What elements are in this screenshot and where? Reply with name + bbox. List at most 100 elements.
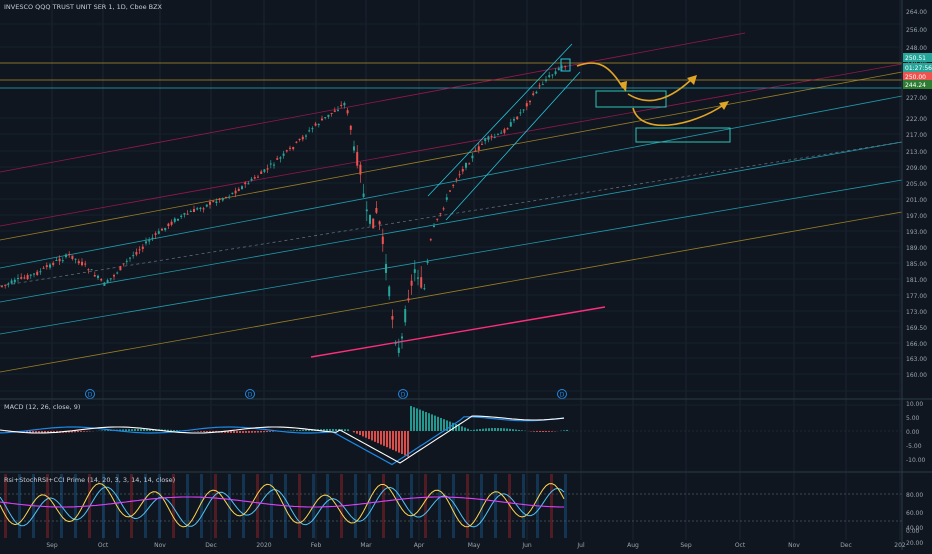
time-tick-label: Nov [788,542,800,549]
candle-body [81,262,83,265]
price-tick-label: 217.00 [906,132,927,139]
candle-body [107,280,109,283]
candle-body [436,219,438,220]
candle-body [478,146,480,150]
macd-histogram-bar [473,430,475,431]
rsi-signal-bar [564,474,567,538]
chart-title: INVESCO QQQ TRUST UNIT SER 1, 1D, Cboe B… [4,3,163,11]
macd-histogram-bar [260,431,262,432]
candle-body [110,278,112,279]
rsi-signal-bar [242,474,245,538]
price-tick-label: 189.00 [906,245,927,252]
macd-histogram-bar [236,431,238,433]
candle-body [97,276,99,278]
candle-body [87,269,89,270]
candle-body [68,254,70,255]
candle-body [199,208,201,209]
candle-body [337,110,339,111]
candle-body [529,101,531,102]
candle-body [484,138,486,141]
candle-body [385,264,387,273]
macd-histogram-bar [482,429,484,431]
macd-histogram-bar [371,431,373,440]
candle-body [62,260,64,261]
macd-histogram-bar [521,430,523,431]
candle-body [148,240,150,241]
macd-histogram-bar [563,430,565,431]
macd-histogram-bar [239,431,241,433]
macd-histogram-bar [329,429,331,431]
event-marker-label: D [248,392,253,399]
macd-histogram-bar [266,431,268,432]
macd-histogram-bar [245,431,247,433]
event-marker-label: D [401,392,406,399]
macd-histogram-bar [395,431,397,451]
macd-histogram-bar [242,431,244,433]
macd-histogram-bar [74,431,76,432]
candle-body [564,66,566,67]
candle-body [273,165,275,166]
macd-histogram-bar [128,429,130,431]
price-tick-label: 248.00 [906,45,927,52]
macd-histogram-bar [197,431,199,432]
candle-body [75,259,77,260]
macd-histogram-bar [365,431,367,438]
candle-body [139,249,141,250]
macd-histogram-bar [443,419,445,431]
macd-histogram-bar [434,416,436,431]
macd-histogram-bar [296,430,298,431]
candle-body [14,280,16,283]
candle-body [254,177,256,178]
candle-body [196,208,198,209]
macd-histogram-bar [302,430,304,431]
candle-body [39,271,41,272]
rsi-signal-bar [368,474,371,538]
price-tick-label: 205.00 [906,181,927,188]
candle-body [548,75,550,77]
candle-body [123,263,125,264]
candle-body [151,238,153,239]
macd-histogram-bar [476,429,478,431]
candle-body [46,265,48,267]
candle-body [555,71,557,74]
candle-body [510,122,512,126]
candle-body [59,259,61,261]
candle-body [471,156,473,159]
macd-histogram-bar [377,431,379,443]
macd-histogram-bar [401,431,403,454]
candle-body [465,163,467,168]
macd-histogram-bar [437,417,439,431]
macd-title: MACD (12, 26, close, 9) [4,403,80,411]
macd-histogram-bar [254,431,256,433]
macd-histogram-bar [131,429,133,431]
candle-body [23,277,25,278]
macd-histogram-bar [383,431,385,446]
time-tick-label: Mar [360,542,372,549]
candle-body [462,169,464,171]
rsi-signal-bar [382,474,385,538]
candle-body [4,285,6,286]
candle-body [487,136,489,139]
candle-body [241,186,243,189]
macd-histogram-bar [479,429,481,431]
time-tick-label: Aug [627,542,639,549]
macd-tick-label: 0.00 [906,429,920,436]
macd-histogram-bar [332,429,334,431]
macd-histogram-bar [293,430,295,431]
rsi-tick-label: 20.00 [906,540,923,547]
candle-body [36,272,38,275]
candle-body [401,336,403,338]
macd-histogram-bar [488,428,490,431]
candle-body [417,277,419,278]
candle-body [177,219,179,221]
macd-histogram-bar [251,431,253,433]
macd-histogram-bar [542,431,544,432]
rsi-signal-bar [522,474,525,538]
candle-body [523,109,525,110]
rsi-signal-bar [452,474,455,538]
time-tick-label: Apr [414,542,425,549]
macd-histogram-bar [422,411,424,431]
candle-body [295,142,297,143]
time-tick-label: Jun [521,542,532,549]
